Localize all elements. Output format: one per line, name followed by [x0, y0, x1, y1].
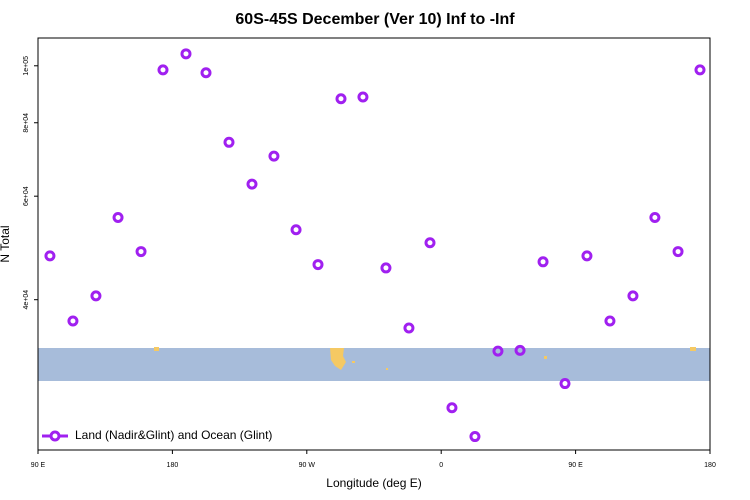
point: [180, 48, 192, 60]
point: [290, 224, 302, 236]
y-tick-label: 6e+04: [23, 186, 30, 206]
point: [380, 262, 392, 274]
point: [312, 259, 324, 271]
y-axis-label: N Total: [0, 225, 12, 262]
point: [492, 345, 504, 357]
map-strip: [38, 348, 710, 381]
point: [357, 91, 369, 103]
chart-title: 60S-45S December (Ver 10) Inf to -Inf: [235, 11, 515, 28]
point: [90, 290, 102, 302]
point: [246, 178, 258, 190]
point: [514, 344, 526, 356]
point: [537, 256, 549, 268]
point: [424, 237, 436, 249]
land: [154, 347, 696, 370]
y-tick-label: 1e+05: [23, 56, 30, 76]
legend-marker: [49, 430, 61, 442]
point: [694, 64, 706, 76]
plot-frame: [37, 37, 711, 451]
x-axis-label: Longitude (deg E): [326, 476, 421, 490]
point: [223, 136, 235, 148]
point: [559, 378, 571, 390]
point: [403, 322, 415, 334]
x-tick-label: 90 E: [568, 462, 583, 469]
point: [44, 250, 56, 262]
y-tick-label: 4e+04: [23, 290, 30, 310]
point: [200, 67, 212, 79]
point: [446, 402, 458, 414]
legend-label: Land (Nadir&Glint) and Ocean (Glint): [75, 428, 272, 442]
y-tick-label: 8e+04: [23, 113, 30, 133]
x-tick-label: 0: [439, 462, 443, 469]
point: [672, 246, 684, 258]
point: [268, 150, 280, 162]
point: [157, 64, 169, 76]
point: [627, 290, 639, 302]
point: [112, 211, 124, 223]
x-tick-label: 180: [704, 462, 716, 469]
point: [604, 315, 616, 327]
point: [135, 246, 147, 258]
point: [649, 211, 661, 223]
x-tick-label: 90 E: [31, 462, 46, 469]
point: [581, 250, 593, 262]
x-tick-label: 180: [167, 462, 179, 469]
point: [67, 315, 79, 327]
x-tick-label: 90 W: [299, 462, 316, 469]
point: [335, 93, 347, 105]
point: [469, 431, 481, 443]
